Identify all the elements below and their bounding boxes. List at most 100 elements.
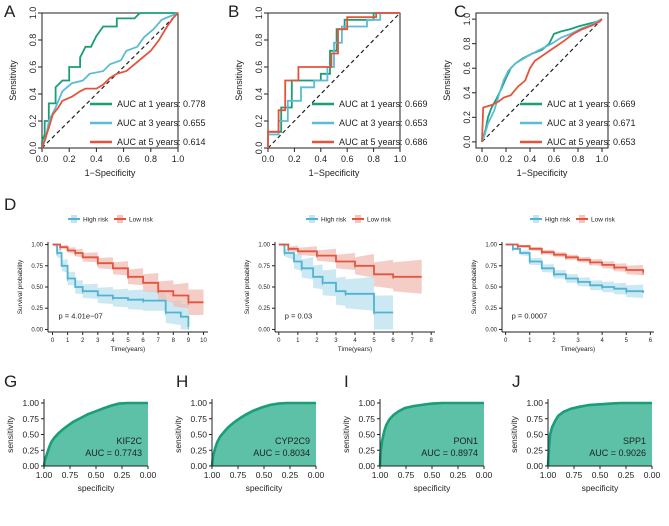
x-tick-label: 2 (552, 338, 556, 344)
confidence-band-2 (505, 244, 644, 278)
y-tick-label: 0.75 (358, 414, 375, 424)
x-tick-label: 0.2 (288, 154, 301, 164)
x-tick-label: 0.6 (117, 154, 130, 164)
auc-panel-g: G 1.00 0.75 0.50 0.25 0.00 0.00 0.25 0.50 0.75 1.0… (4, 372, 157, 493)
legend-label: Low risk (367, 217, 392, 224)
x-tick-label: 0.50 (592, 470, 609, 480)
km-panel-2: 0 1 2 3 4 5 6 7 8 0.00 0.25 0.50 0.75 1.00 Time(years)… (244, 215, 435, 353)
x-tick-label: 0.75 (566, 470, 583, 480)
x-axis-label: Time(years) (338, 346, 372, 353)
roc-curve-2 (267, 12, 400, 148)
x-tick-label: 0.0 (262, 154, 275, 164)
x-tick-label: 1.00 (204, 470, 221, 480)
y-tick-label: 0.4 (462, 87, 472, 100)
x-axis-label: specificity (582, 483, 620, 493)
y-axis-label: sensitivity (509, 415, 519, 453)
x-tick-label: 7 (157, 338, 161, 344)
y-tick-label: 0.75 (485, 264, 497, 270)
y-tick-label: 0.0 (28, 142, 38, 155)
survival-curve-1 (278, 243, 394, 314)
x-tick-label: 2 (81, 338, 85, 344)
confidence-band-1 (52, 244, 189, 330)
y-tick-label: 0.00 (258, 327, 270, 333)
y-tick-label: 0.0 (254, 142, 264, 155)
panel-letter: J (512, 372, 521, 391)
x-tick-label: 3 (96, 338, 100, 344)
legend-label: Low risk (591, 217, 616, 224)
y-tick-label: 0.25 (31, 306, 43, 312)
x-axis-label: Time(years) (561, 346, 595, 353)
y-tick-label: 0.25 (358, 445, 375, 455)
y-tick-label: 0.6 (28, 61, 38, 74)
x-axis-label: specificity (414, 483, 452, 493)
y-tick-label: 0.8 (28, 34, 38, 47)
roc-curve-3 (41, 12, 179, 149)
y-tick-label: 0.4 (28, 88, 38, 101)
x-tick-label: 0.75 (398, 470, 415, 480)
x-tick-label: 1.00 (36, 470, 53, 480)
auc-value: AUC = 0.8034 (253, 448, 310, 458)
y-tick-label: 1.0 (28, 7, 38, 20)
x-tick-label: 0.8 (145, 154, 158, 164)
p-value: p = 0.03 (285, 311, 312, 320)
roc-panel-a: A 0.0 0.2 0.4 0.6 0.8 1.0 0.0 0.2 0.4 0.6 0.8 1.0 1−S… (4, 2, 206, 178)
legend-band-swatch (579, 215, 585, 223)
y-axis-label: sensitivity (341, 415, 351, 453)
auc-value: AUC = 0.7743 (85, 448, 142, 458)
y-axis-label: sensitivity (173, 415, 183, 453)
x-tick-label: 5 (372, 338, 376, 344)
x-axis-label: specificity (78, 483, 116, 493)
x-tick-label: 0.8 (572, 154, 585, 164)
legend-label: AUC at 5 years: 0.653 (547, 137, 636, 147)
km-panel-3: 0 1 2 3 4 5 6 0.00 0.25 0.50 0.75 1.00 Time(years) Su… (471, 215, 654, 353)
y-tick-label: 1.00 (22, 398, 39, 408)
auc-value: AUC = 0.9026 (589, 448, 646, 458)
y-tick-label: 0.00 (22, 461, 39, 471)
roc-curve-3 (481, 18, 603, 142)
roc-curve-1 (41, 12, 178, 148)
legend-label: High risk (545, 217, 571, 224)
x-tick-label: 0.2 (63, 154, 76, 164)
y-tick-label: 0.25 (258, 306, 270, 312)
x-axis-label: 1−Specificity (517, 168, 568, 178)
x-tick-label: 7 (410, 338, 414, 344)
panel-letter: I (344, 372, 349, 391)
roc-curve (210, 401, 316, 467)
gene-label: KIF2C (116, 436, 142, 446)
auc-value: AUC = 0.8974 (421, 448, 478, 458)
survival-curve-2 (278, 243, 422, 278)
y-tick-label: 1.0 (462, 13, 472, 26)
x-tick-label: 0 (277, 338, 281, 344)
y-tick-label: 0.50 (358, 430, 375, 440)
gene-label: PON1 (453, 436, 478, 446)
panel-letter: A (4, 2, 16, 21)
legend-label: AUC at 1 years: 0.778 (117, 99, 206, 109)
survival-curve-2 (52, 243, 204, 304)
legend-label: AUC at 5 years: 0.686 (339, 137, 428, 147)
y-tick-label: 0.8 (254, 34, 264, 47)
x-tick-label: 6 (141, 338, 145, 344)
x-tick-label: 0.75 (230, 470, 247, 480)
y-tick-label: 0.00 (526, 461, 543, 471)
y-axis-label: Sensitivity (234, 60, 244, 101)
plot-frame (41, 12, 179, 149)
y-tick-label: 0.0 (462, 136, 472, 149)
y-tick-label: 0.00 (31, 327, 43, 333)
km-panel-1: 0 1 2 3 4 5 6 7 8 9 10 0.00 0.25 0.50 0.75 1.00 Time(yea… (17, 215, 208, 353)
x-tick-label: 10 (200, 338, 207, 344)
y-axis-label: Survival probability (17, 259, 24, 314)
x-tick-label: 0.75 (62, 470, 79, 480)
x-tick-label: 0.2 (500, 154, 513, 164)
plot-frame (475, 12, 609, 149)
legend-label: High risk (321, 217, 347, 224)
reference-diagonal (267, 12, 401, 149)
x-tick-label: 0 (504, 338, 508, 344)
x-tick-label: 0.4 (524, 154, 537, 164)
x-tick-label: 1.00 (372, 470, 389, 480)
roc-curve (546, 401, 652, 467)
y-tick-label: 0.50 (190, 430, 207, 440)
panel-letter: B (228, 2, 239, 21)
roc-curve-2 (41, 12, 179, 149)
x-axis-label: 1−Specificity (309, 168, 360, 178)
legend-label: AUC at 3 years: 0.655 (117, 118, 206, 128)
